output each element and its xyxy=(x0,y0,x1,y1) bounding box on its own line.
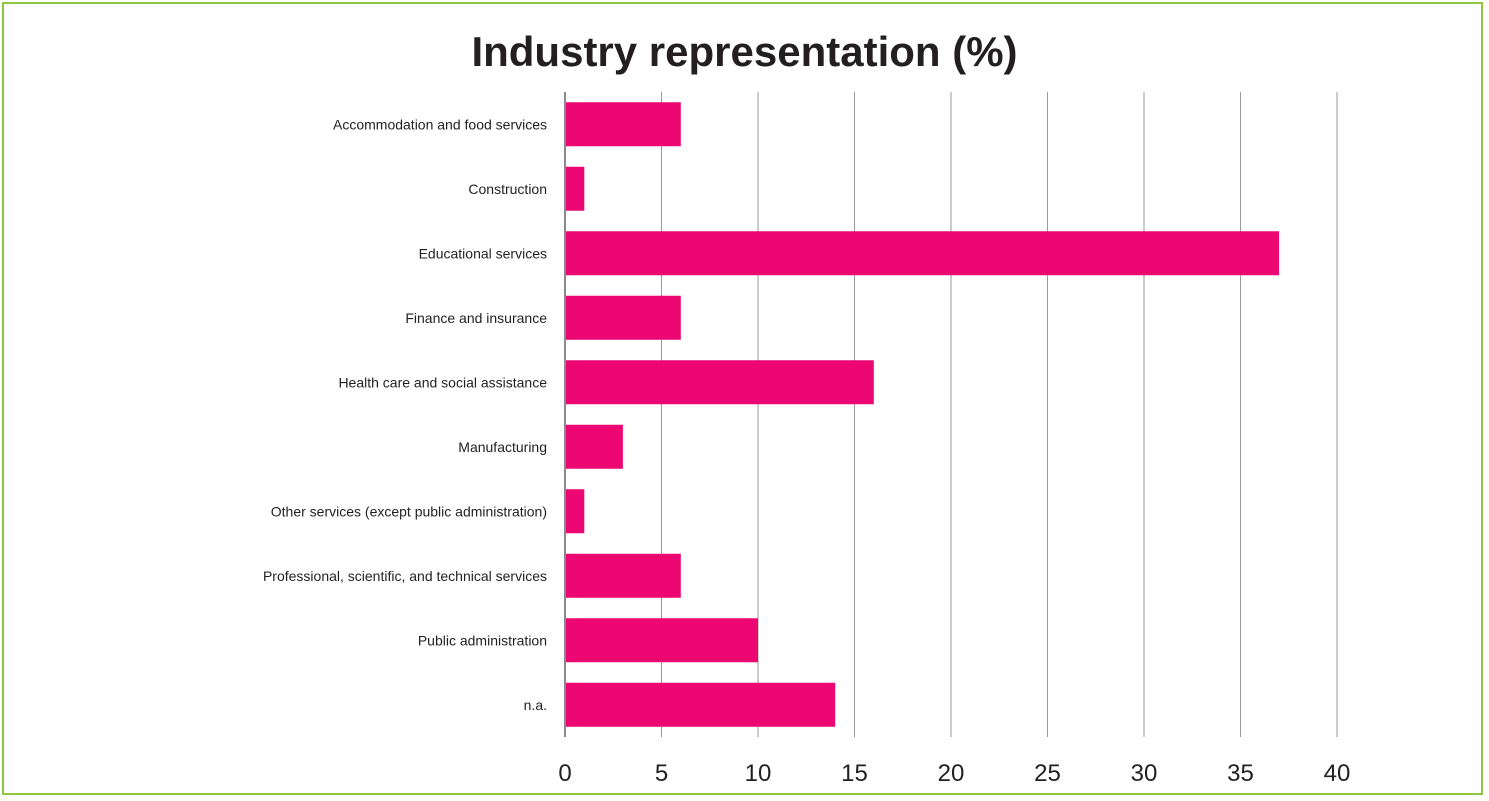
bar xyxy=(565,295,681,340)
category-label: Public administration xyxy=(418,632,547,648)
category-label: Health care and social assistance xyxy=(338,374,547,390)
x-tick-label: 25 xyxy=(1034,760,1061,787)
category-label: n.a. xyxy=(524,697,547,713)
gridlines xyxy=(661,92,1338,737)
category-label: Manufacturing xyxy=(458,439,547,455)
bar xyxy=(565,102,681,147)
category-label: Educational services xyxy=(419,245,547,261)
bar xyxy=(565,360,874,405)
bar xyxy=(565,682,836,727)
x-tick-label: 5 xyxy=(655,760,668,787)
bars xyxy=(565,102,1280,727)
category-label: Construction xyxy=(468,181,547,197)
bar xyxy=(565,231,1280,276)
category-label: Accommodation and food services xyxy=(333,116,547,132)
x-tick-label: 35 xyxy=(1227,760,1254,787)
bar xyxy=(565,166,585,211)
x-tick-label: 30 xyxy=(1131,760,1158,787)
x-tick-label: 0 xyxy=(558,760,571,787)
category-label: Professional, scientific, and technical … xyxy=(263,568,547,584)
category-label: Finance and insurance xyxy=(405,310,547,326)
bar xyxy=(565,424,623,469)
category-labels: Accommodation and food services Construct… xyxy=(263,116,547,713)
x-tick-labels: 0 5 10 15 20 25 30 35 40 xyxy=(558,760,1350,787)
chart-title: Industry representation (%) xyxy=(471,28,1018,75)
category-label: Other services (except public administra… xyxy=(271,503,547,519)
bar xyxy=(565,553,681,598)
bar xyxy=(565,489,585,534)
x-tick-label: 20 xyxy=(938,760,965,787)
x-tick-label: 40 xyxy=(1324,760,1351,787)
x-tick-label: 15 xyxy=(841,760,868,787)
bar xyxy=(565,618,758,663)
x-tick-label: 10 xyxy=(745,760,772,787)
